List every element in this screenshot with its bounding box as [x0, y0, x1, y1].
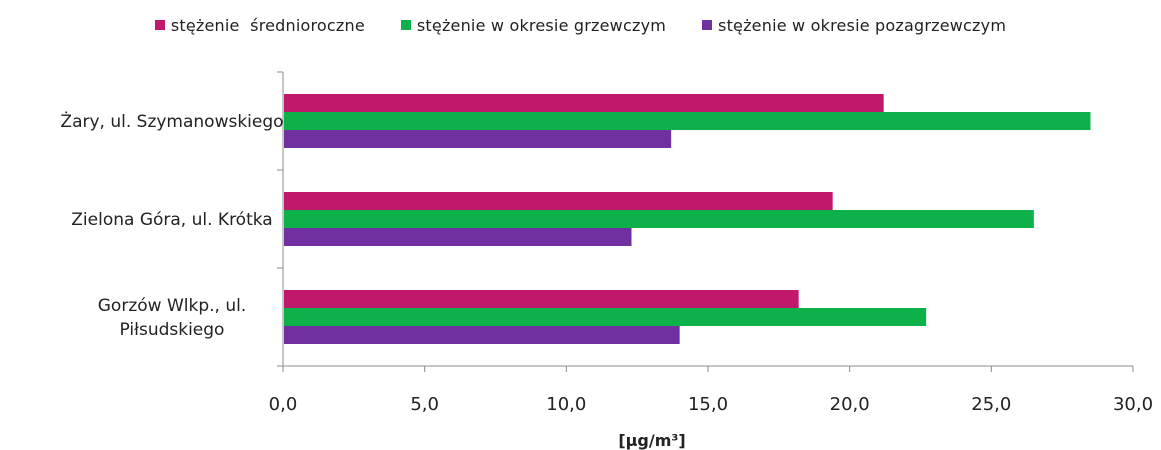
category-label: Zielona Góra, ul. Krótka	[71, 210, 272, 230]
x-tick-label: 25,0	[971, 394, 1011, 415]
bar	[284, 94, 884, 112]
legend-label-heating: stężenie w okresie grzewczym	[416, 15, 667, 35]
bar	[284, 326, 680, 344]
x-axis-title: [µg/m³]	[618, 431, 685, 450]
category-label: Gorzów Wlkp., ul.	[98, 296, 246, 316]
chart-legend: stężenie średnioroczne stężenie w okresi…	[0, 12, 1161, 38]
legend-label-non-heating: stężenie w okresie pozagrzewczym	[718, 15, 1007, 35]
bar	[284, 210, 1034, 228]
bar	[284, 290, 799, 308]
legend-item-non-heating: stężenie w okresie pozagrzewczym	[702, 16, 1006, 35]
legend-swatch-heating	[400, 20, 411, 30]
x-tick-label: 0,0	[269, 394, 298, 415]
bar	[284, 130, 672, 148]
legend-item-annual: stężenie średnioroczne	[154, 15, 365, 35]
category-label: Piłsudskiego	[120, 320, 225, 340]
bar	[284, 112, 1091, 130]
bar	[284, 228, 632, 246]
legend-swatch-non-heating	[702, 20, 713, 30]
bar	[284, 308, 927, 326]
x-tick-label: 5,0	[410, 394, 439, 415]
legend-item-heating: stężenie w okresie grzewczym	[400, 15, 667, 35]
legend-swatch-annual	[154, 20, 165, 30]
legend-label-annual: stężenie średnioroczne	[170, 15, 365, 35]
x-tick-label: 30,0	[1113, 394, 1153, 415]
bar	[284, 192, 833, 210]
x-tick-label: 10,0	[546, 394, 586, 415]
x-tick-label: 20,0	[830, 394, 870, 415]
x-tick-label: 15,0	[688, 394, 728, 415]
category-label: Żary, ul. Szymanowskiego	[60, 111, 283, 132]
